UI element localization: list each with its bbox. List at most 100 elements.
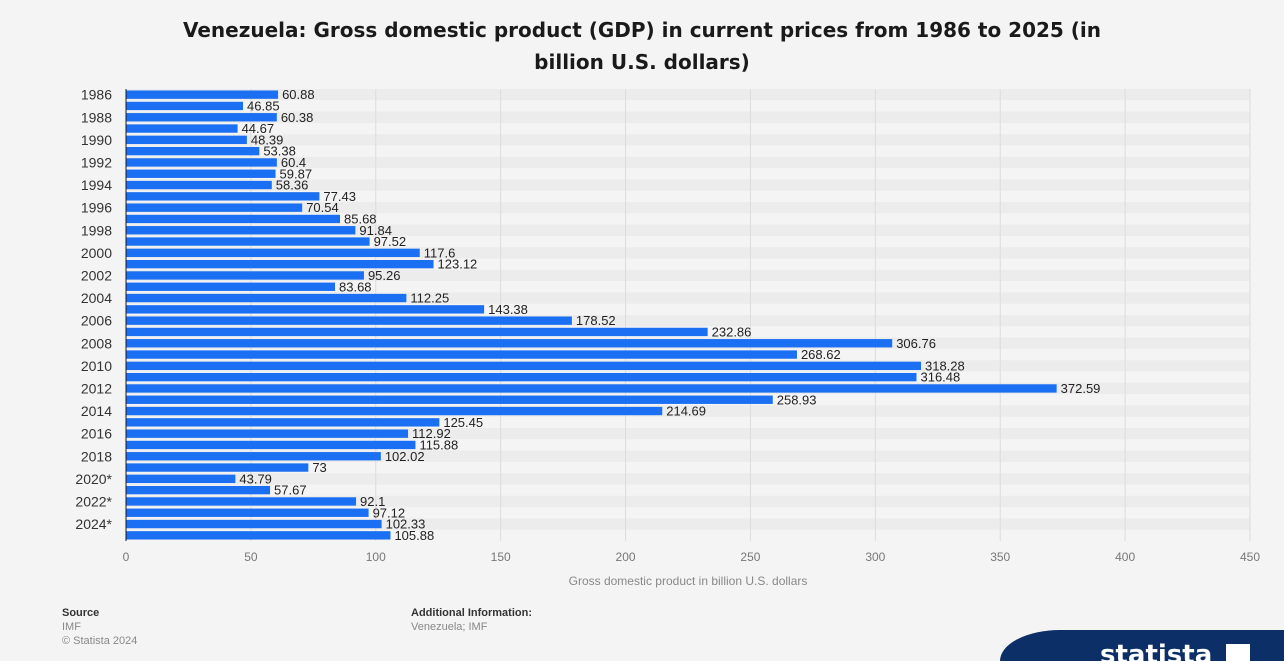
data-label-2008: 306.76 bbox=[896, 336, 936, 351]
x-tick-label: 250 bbox=[740, 550, 760, 564]
row-band bbox=[126, 315, 1250, 327]
data-label-2013: 258.93 bbox=[777, 392, 817, 407]
bar-1999 bbox=[126, 237, 370, 246]
y-tick-label: 1988 bbox=[81, 109, 112, 125]
data-label-2001: 123.12 bbox=[438, 257, 478, 272]
statista-logo-text: statista bbox=[1100, 640, 1213, 661]
data-label-2000: 117.6 bbox=[424, 245, 456, 260]
data-label-2017: 115.88 bbox=[419, 437, 458, 452]
data-label-1991: 53.38 bbox=[263, 144, 296, 159]
data-label-1998: 91.84 bbox=[359, 223, 392, 238]
x-tick-label: 200 bbox=[616, 550, 636, 564]
additional-info-text: Venezuela; IMF bbox=[411, 621, 488, 633]
additional-info-block: Additional Information: Venezuela; IMF bbox=[411, 606, 532, 634]
copyright: © Statista 2024 bbox=[62, 635, 138, 647]
x-tick-label: 50 bbox=[244, 550, 258, 564]
data-label-1993: 59.87 bbox=[280, 166, 313, 181]
data-label-2015: 125.45 bbox=[443, 415, 483, 430]
bar-1989 bbox=[126, 124, 238, 133]
y-tick-label: 2000 bbox=[81, 245, 112, 261]
data-label-2010: 318.28 bbox=[925, 358, 965, 373]
row-band bbox=[126, 156, 1250, 169]
data-label-1990: 48.39 bbox=[251, 132, 284, 147]
y-tick-label: 2002 bbox=[81, 267, 112, 283]
data-label-2009: 268.62 bbox=[801, 347, 841, 362]
y-tick-label: 1992 bbox=[81, 154, 112, 170]
bar-2000 bbox=[126, 248, 420, 258]
data-label-1996: 70.54 bbox=[306, 200, 339, 215]
data-label-2025*: 105.88 bbox=[394, 528, 434, 543]
statista-logo-icon bbox=[1226, 644, 1250, 661]
bar-1997 bbox=[126, 214, 341, 224]
x-tick-label: 150 bbox=[491, 550, 511, 564]
bar-2005 bbox=[126, 305, 485, 314]
x-tick-label: 450 bbox=[1240, 550, 1260, 564]
bar-2018 bbox=[126, 452, 381, 461]
row-band bbox=[126, 89, 1250, 101]
data-label-2021*: 57.67 bbox=[274, 483, 307, 498]
bar-2020* bbox=[126, 474, 236, 484]
bar-1995 bbox=[126, 192, 320, 201]
y-tick-label: 2006 bbox=[81, 313, 112, 329]
data-label-2023*: 97.12 bbox=[373, 505, 406, 520]
chart-title: Venezuela: Gross domestic product (GDP) … bbox=[0, 14, 1284, 78]
row-band bbox=[126, 224, 1250, 236]
bar-2023* bbox=[126, 508, 369, 517]
source-block: Source IMF © Statista 2024 bbox=[62, 606, 137, 648]
x-axis-title: Gross domestic product in billion U.S. d… bbox=[569, 574, 808, 588]
data-label-1994: 58.36 bbox=[276, 178, 309, 193]
data-label-1988: 60.38 bbox=[281, 110, 314, 125]
y-tick-label: 2014 bbox=[81, 403, 112, 419]
x-tick-label: 300 bbox=[865, 550, 885, 564]
bar-2011 bbox=[126, 372, 917, 382]
y-tick-label: 2022* bbox=[75, 493, 112, 509]
gdp-bar-chart: 60.8846.8560.3844.6748.3953.3860.459.875… bbox=[75, 87, 1260, 588]
bar-2015 bbox=[126, 418, 440, 427]
statista-logo: statista bbox=[1000, 630, 1284, 661]
y-tick-label: 2010 bbox=[81, 358, 112, 374]
bar-2009 bbox=[126, 350, 797, 359]
row-band bbox=[126, 134, 1250, 146]
bar-1993 bbox=[126, 169, 276, 178]
y-tick-label: 1986 bbox=[81, 87, 112, 103]
data-label-2014: 214.69 bbox=[666, 404, 706, 419]
y-tick-label: 2008 bbox=[81, 335, 112, 351]
bar-2021* bbox=[126, 485, 271, 495]
bar-1996 bbox=[126, 203, 303, 212]
y-tick-label: 2018 bbox=[81, 448, 112, 464]
data-label-2020*: 43.79 bbox=[239, 471, 272, 486]
bar-1998 bbox=[126, 226, 356, 235]
data-label-2006: 178.52 bbox=[576, 313, 616, 328]
bar-2006 bbox=[126, 316, 572, 325]
row-band bbox=[126, 179, 1250, 191]
source-text: IMF bbox=[62, 621, 81, 633]
bar-1986 bbox=[126, 90, 279, 99]
row-band bbox=[126, 450, 1250, 462]
data-label-2005: 143.38 bbox=[488, 302, 528, 317]
chart-title-line-1: Venezuela: Gross domestic product (GDP) … bbox=[182, 18, 1102, 42]
data-label-2004: 112.25 bbox=[410, 291, 449, 306]
y-axis-labels: 1986 1988 1990 1992 1994 1996 1998 2000 2002 2004… bbox=[75, 87, 112, 532]
row-band bbox=[126, 111, 1250, 123]
data-label-2003: 83.68 bbox=[339, 279, 372, 294]
bar-1990 bbox=[126, 135, 247, 145]
bar-2003 bbox=[126, 282, 336, 291]
y-tick-label: 2016 bbox=[81, 426, 112, 442]
bar-2016 bbox=[126, 429, 409, 438]
chart-title-line-2: billion U.S. dollars) bbox=[534, 50, 750, 74]
bar-2022* bbox=[126, 497, 357, 506]
source-heading: Source bbox=[62, 607, 100, 619]
row-band bbox=[126, 202, 1250, 214]
bar-2001 bbox=[126, 259, 434, 269]
bar-2008 bbox=[126, 339, 893, 348]
data-label-1995: 77.43 bbox=[323, 189, 356, 204]
bar-2014 bbox=[126, 406, 663, 416]
y-tick-label: 1994 bbox=[81, 177, 112, 193]
bar-2012 bbox=[126, 384, 1057, 393]
bar-2002 bbox=[126, 271, 364, 280]
y-tick-label: 1990 bbox=[81, 132, 112, 148]
bar-2004 bbox=[126, 293, 407, 303]
bar-1988 bbox=[126, 113, 277, 122]
bar-2024* bbox=[126, 519, 382, 529]
y-tick-label: 2004 bbox=[81, 290, 112, 306]
